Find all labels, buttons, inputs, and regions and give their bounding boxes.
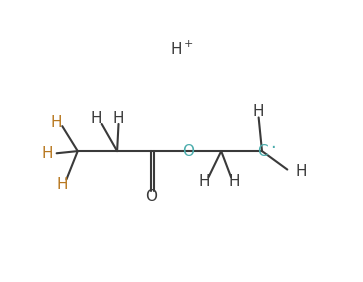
Text: O: O <box>145 189 157 204</box>
Text: C: C <box>257 144 267 158</box>
Text: H: H <box>253 104 264 119</box>
Text: H: H <box>198 175 209 190</box>
Text: O: O <box>182 144 194 158</box>
Text: H: H <box>229 175 240 190</box>
Text: H: H <box>57 177 68 192</box>
Text: H: H <box>295 164 307 179</box>
Text: ·: · <box>270 139 276 157</box>
Text: H: H <box>171 41 182 56</box>
Text: H: H <box>51 115 62 130</box>
Text: +: + <box>184 39 193 49</box>
Text: H: H <box>113 111 124 126</box>
Text: H: H <box>41 146 53 161</box>
Text: H: H <box>90 111 102 126</box>
